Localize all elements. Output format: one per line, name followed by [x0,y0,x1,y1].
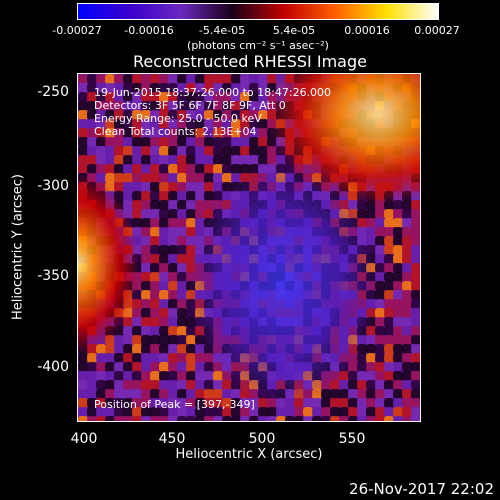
y-tick-label: -300 [37,178,69,194]
colorbar-tick: 0.00016 [344,24,390,37]
time-range-text: 19-Jun-2015 18:37:26.000 to 18:47:26.000 [94,86,332,99]
timestamp-footer: 26-Nov-2017 22:02 [349,480,494,498]
colorbar-tick: -0.00027 [52,24,102,37]
colorbar-units: (photons cm⁻² s⁻¹ asec⁻²) [187,39,329,52]
colorbar-tick: 0.00027 [414,24,460,37]
y-tick-label: -250 [37,84,69,100]
image-title: Reconstructed RHESSI Image [133,52,367,71]
detectors-text: Detectors: 3F 5F 6F 7F 8F 9F, Att 0 [94,99,286,112]
x-tick-label: 400 [70,431,98,447]
rhessi-image: 19-Jun-2015 18:37:26.000 to 18:47:26.000… [77,73,421,422]
peak-position-text: Position of Peak = [397,-349] [94,398,255,411]
y-tick-label: -350 [37,268,69,284]
colorbar [77,3,439,20]
colorbar-tick: -0.00016 [124,24,174,37]
y-tick-label: -400 [37,359,69,375]
x-tick-label: 550 [338,431,366,447]
rhessi-image-map [78,74,420,421]
x-tick-label: 450 [158,431,186,447]
energy-range-text: Energy Range: 25.0 - 50.0 keV [94,112,262,125]
y-axis-label: Heliocentric Y (arcsec) [10,174,26,320]
colorbar-tick: 5.4e-05 [272,24,316,37]
clean-counts-text: Clean Total counts: 2.13E+04 [94,125,257,138]
colorbar-tick: -5.4e-05 [198,24,246,37]
x-tick-label: 500 [248,431,276,447]
x-axis-label: Heliocentric X (arcsec) [175,447,323,462]
